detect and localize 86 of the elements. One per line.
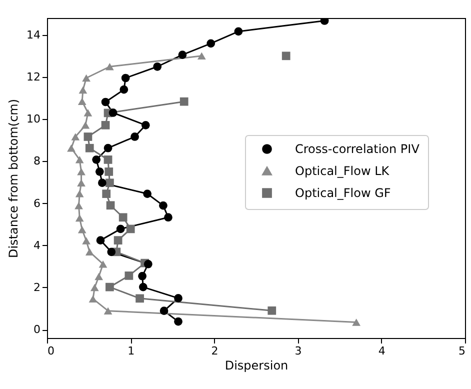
point [92,156,101,164]
point [106,63,114,70]
point [180,97,188,106]
point [106,282,114,292]
y-tick-label: 12 [26,70,40,84]
point [118,213,128,222]
point [71,133,80,140]
point [160,306,168,316]
point [106,178,114,188]
x-tick-label: 1 [128,344,135,358]
point [95,168,104,176]
legend-label: Optical_Flow LK [295,164,390,178]
point [88,295,98,302]
point [136,294,144,303]
point [82,74,90,82]
point [178,50,187,60]
point [98,178,106,188]
y-tick-label: 2 [34,280,40,294]
point [102,190,111,198]
point [104,156,112,164]
point [77,168,86,176]
point [104,307,112,314]
point [197,52,206,60]
point [78,226,86,234]
point [174,317,182,326]
point [116,224,125,234]
legend-label: Cross-correlation PIV [295,142,420,156]
x-tick-label: 5 [458,344,466,358]
point [106,201,115,210]
point [114,236,122,244]
point [85,248,94,256]
point [120,85,128,94]
point [81,122,90,129]
point [82,237,90,244]
point [141,120,150,130]
legend-label: Optical_Flow GF [295,186,391,200]
point [159,201,168,210]
point [174,294,182,302]
point [74,202,83,210]
point [101,98,110,106]
y-tick-label: 6 [34,196,40,210]
point [352,318,361,326]
point [124,272,134,280]
point [130,132,139,141]
point [75,214,84,222]
point [143,190,152,198]
point [164,213,172,222]
point [153,62,162,71]
point [121,74,130,82]
x-tick-label: 3 [294,344,302,358]
point [144,260,152,268]
point [75,156,84,164]
point [282,52,290,60]
x-tick-label: 0 [48,344,54,358]
point [101,120,110,130]
point [108,108,118,117]
y-axis-title: Distance from bottom(cm) [6,98,21,258]
point [96,236,105,244]
point [84,132,92,141]
y-tick-label: 8 [34,154,40,168]
y-tick-label: 10 [26,112,40,126]
point [67,144,76,152]
x-axis-title: Dispersion [224,358,288,372]
point [138,282,148,292]
point [320,18,329,25]
point [206,39,216,48]
point [78,98,86,105]
y-tick-label: 4 [34,238,40,252]
x-tick-label: 2 [211,344,218,358]
point [85,144,94,152]
x-tick-label: 4 [378,344,386,358]
point [107,248,116,256]
point [84,109,92,116]
point [138,272,146,280]
point [126,224,135,234]
y-tick-label: 14 [26,28,40,42]
point [75,190,84,198]
point [90,284,99,292]
point [104,168,114,176]
point [268,306,276,315]
point [98,260,108,268]
point [104,144,112,152]
point [78,86,88,94]
point [234,27,243,36]
y-tick-label: 0 [34,323,40,336]
point [94,272,104,280]
